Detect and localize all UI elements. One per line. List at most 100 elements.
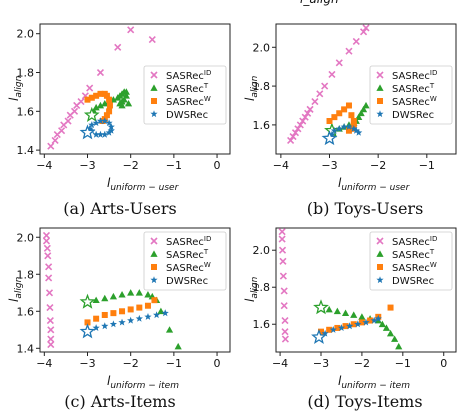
data-point — [88, 94, 95, 101]
data-point — [135, 289, 143, 296]
data-point — [342, 323, 349, 330]
data-point — [345, 102, 352, 109]
legend-box — [143, 65, 227, 125]
data-point — [114, 43, 122, 51]
y-tick-label: 2.0 — [253, 41, 271, 54]
data-point — [350, 321, 357, 328]
y-tick-label: 1.6 — [253, 119, 271, 132]
series-DWSRec — [79, 117, 115, 140]
data-point — [42, 237, 51, 245]
data-point — [358, 313, 366, 320]
legend-marker — [151, 264, 157, 270]
data-point — [101, 99, 109, 107]
x-tick-label: −4 — [36, 357, 52, 370]
data-point — [350, 311, 358, 318]
legend-marker — [151, 98, 157, 104]
x-tick-label: −4 — [36, 159, 52, 172]
x-tick-label: −2 — [123, 159, 139, 172]
series-SASRec_W — [326, 102, 357, 134]
y-axis-label: lalign — [7, 276, 24, 302]
data-point — [391, 335, 399, 342]
data-point — [311, 98, 319, 106]
legend-label: DWSRec — [166, 276, 208, 287]
data-point — [321, 82, 329, 90]
data-point — [127, 306, 134, 313]
x-tick-label: −3 — [313, 357, 329, 370]
data-point — [51, 136, 59, 144]
y-tick-label: 1.6 — [17, 105, 35, 118]
data-point — [136, 304, 143, 311]
data-point — [109, 320, 117, 328]
series-SASRec_ID — [287, 24, 370, 144]
data-point — [46, 304, 54, 312]
legend-marker — [150, 250, 158, 257]
legend-label: SASRecID — [392, 69, 437, 82]
data-point — [99, 118, 106, 125]
data-point — [127, 289, 135, 296]
data-point — [43, 244, 51, 252]
series-SASRec_ID — [42, 231, 55, 349]
data-point — [350, 118, 357, 125]
start-marker — [313, 299, 329, 315]
start-marker — [79, 293, 96, 309]
data-point — [110, 310, 117, 317]
data-point — [101, 311, 108, 318]
x-tick-label: −4 — [273, 159, 289, 172]
series-SASRec_T — [83, 88, 133, 122]
legend-marker — [150, 110, 158, 118]
data-point — [362, 24, 370, 32]
y-tick-label: 2.0 — [17, 231, 35, 244]
data-point — [77, 98, 85, 106]
data-point — [355, 128, 363, 136]
data-point — [280, 302, 288, 310]
data-point — [350, 125, 358, 132]
data-point — [96, 130, 105, 138]
data-point — [370, 316, 378, 324]
legend-marker — [150, 84, 158, 91]
data-point — [92, 296, 100, 304]
data-point — [45, 263, 53, 271]
legend-marker — [376, 84, 384, 91]
data-point — [301, 113, 309, 121]
legend-label: SASRecT — [392, 248, 435, 261]
top-partial-label: l_align — [300, 0, 339, 6]
x-tick-label: −4 — [272, 357, 288, 370]
x-tick-label: −2 — [370, 159, 386, 172]
panel-3: −4 −3 −2 −1 0 1.4 1.6 1.8 2.0 luniform − item lali… — [7, 227, 231, 411]
data-point — [118, 318, 126, 326]
panel-caption: (d) Toys-Items — [307, 392, 422, 411]
data-point — [335, 59, 343, 67]
legend-label: SASRecID — [392, 235, 437, 248]
data-point — [289, 132, 297, 141]
data-point — [395, 342, 403, 350]
data-point — [360, 28, 368, 36]
data-point — [47, 326, 55, 334]
x-tick-label: −3 — [321, 159, 337, 172]
data-point — [316, 90, 324, 98]
panel-caption: (b) Toys-Users — [307, 199, 424, 218]
data-point — [93, 315, 100, 322]
data-point — [127, 316, 135, 324]
legend-label: DWSRec — [166, 110, 208, 121]
data-point — [144, 313, 152, 320]
legend-box — [369, 231, 453, 291]
legend-label: DWSRec — [392, 276, 434, 287]
data-point — [345, 47, 353, 55]
data-point — [148, 35, 156, 44]
start-marker — [83, 106, 100, 122]
legend-marker — [150, 237, 158, 245]
data-point — [359, 105, 368, 113]
x-tick-label: −1 — [395, 357, 411, 370]
data-point — [387, 304, 394, 311]
data-point — [278, 235, 286, 243]
y-tick-label: 1.6 — [253, 318, 271, 331]
series-DWSRec — [79, 309, 169, 339]
data-point — [281, 335, 289, 343]
legend-label: SASRecT — [392, 82, 435, 95]
data-point — [45, 289, 54, 297]
data-point — [45, 274, 53, 282]
data-point — [341, 106, 348, 113]
data-point — [106, 102, 113, 109]
data-point — [331, 114, 338, 121]
